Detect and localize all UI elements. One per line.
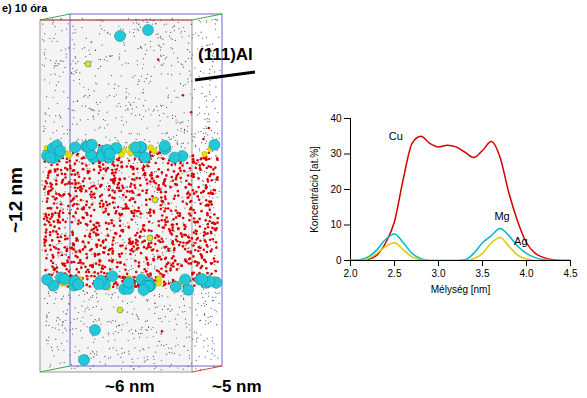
svg-text:4.0: 4.0 — [520, 268, 534, 279]
svg-text:0: 0 — [336, 255, 342, 266]
svg-text:Cu: Cu — [389, 130, 403, 142]
svg-text:10: 10 — [330, 219, 342, 230]
svg-text:20: 20 — [330, 184, 342, 195]
svg-text:Koncentráció [at.%]: Koncentráció [at.%] — [309, 146, 320, 233]
svg-text:3.0: 3.0 — [432, 268, 446, 279]
svg-text:Mélység [nm]: Mélység [nm] — [431, 284, 491, 295]
svg-text:(111)Al: (111)Al — [198, 45, 253, 64]
svg-text:Mg: Mg — [494, 210, 509, 222]
svg-text:4.5: 4.5 — [564, 268, 578, 279]
svg-text:2.5: 2.5 — [388, 268, 402, 279]
svg-text:~12 nm: ~12 nm — [5, 167, 26, 233]
svg-text:3.5: 3.5 — [476, 268, 490, 279]
svg-text:40: 40 — [330, 113, 342, 124]
svg-text:~5 nm: ~5 nm — [212, 377, 262, 396]
svg-text:2.0: 2.0 — [344, 268, 358, 279]
svg-text:30: 30 — [330, 148, 342, 159]
svg-text:e) 10 óra: e) 10 óra — [2, 2, 48, 14]
svg-text:Ag: Ag — [514, 235, 527, 247]
svg-text:~6 nm: ~6 nm — [105, 377, 155, 396]
